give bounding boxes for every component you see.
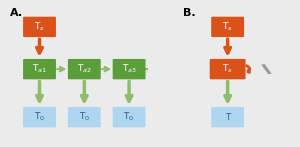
FancyBboxPatch shape bbox=[68, 107, 101, 127]
FancyBboxPatch shape bbox=[113, 107, 146, 127]
FancyBboxPatch shape bbox=[23, 17, 56, 37]
FancyBboxPatch shape bbox=[211, 17, 244, 37]
Text: B.: B. bbox=[183, 8, 196, 18]
Text: T$_s$: T$_s$ bbox=[222, 21, 233, 33]
Text: T$_s$: T$_s$ bbox=[34, 21, 45, 33]
FancyBboxPatch shape bbox=[211, 107, 244, 127]
Text: T$_0$: T$_0$ bbox=[124, 111, 135, 123]
Text: T$_{a2}$: T$_{a2}$ bbox=[77, 63, 92, 75]
FancyBboxPatch shape bbox=[113, 59, 146, 79]
FancyBboxPatch shape bbox=[23, 59, 56, 79]
Text: T: T bbox=[225, 113, 230, 122]
Text: T$_s$: T$_s$ bbox=[222, 63, 233, 75]
Text: A.: A. bbox=[10, 8, 23, 18]
FancyBboxPatch shape bbox=[23, 107, 56, 127]
FancyBboxPatch shape bbox=[210, 59, 246, 79]
Polygon shape bbox=[261, 64, 272, 74]
Text: T$_{a1}$: T$_{a1}$ bbox=[32, 63, 47, 75]
Text: T$_0$: T$_0$ bbox=[34, 111, 45, 123]
FancyBboxPatch shape bbox=[68, 59, 101, 79]
Text: T$_0$: T$_0$ bbox=[79, 111, 90, 123]
FancyArrowPatch shape bbox=[247, 66, 250, 72]
Text: T$_{a3}$: T$_{a3}$ bbox=[122, 63, 136, 75]
